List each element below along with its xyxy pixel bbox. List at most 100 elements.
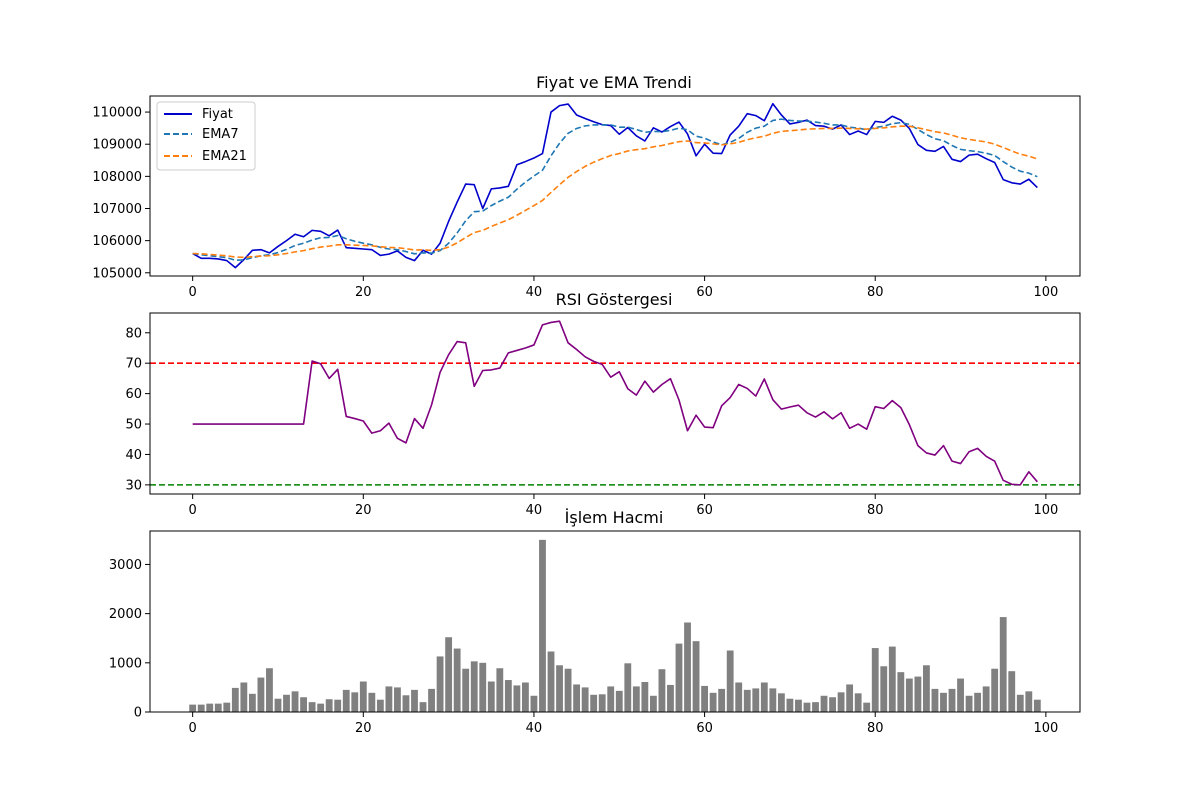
price-marks xyxy=(192,102,1038,269)
rsi-plot-area: 0 20 40 60 80 100 30 40 50 60 70 80 xyxy=(125,320,1080,518)
volume-bar xyxy=(726,650,734,712)
rsi-x-tick-label: 60 xyxy=(696,503,713,518)
volume-bar xyxy=(871,648,879,712)
volume-bar xyxy=(1025,691,1033,712)
volume-bar xyxy=(829,697,836,712)
volume-bar xyxy=(709,692,717,712)
volume-bar xyxy=(530,695,538,712)
volume-bar xyxy=(223,702,231,712)
price-chart-title: Fiyat ve EMA Trendi xyxy=(536,73,692,92)
volume-bar xyxy=(786,698,794,712)
volume-bar xyxy=(1033,699,1041,712)
volume-bar xyxy=(274,698,282,712)
volume-bar xyxy=(940,692,947,712)
rsi-x-tick-label: 80 xyxy=(867,503,884,518)
volume-bar xyxy=(240,682,248,712)
rsi-marks xyxy=(150,320,1080,486)
volume-bar xyxy=(880,666,888,712)
price-y-tick-label: 108000 xyxy=(92,170,142,185)
volume-bar xyxy=(632,686,640,712)
volume-bar xyxy=(581,687,589,712)
volume-bar xyxy=(914,676,922,712)
rsi-x-tick-label: 20 xyxy=(355,503,372,518)
volume-y-tick-label: 2000 xyxy=(109,607,142,622)
volume-axes-frame xyxy=(149,530,1081,713)
price-line-fiyat xyxy=(192,102,1038,269)
volume-bar xyxy=(231,687,239,712)
volume-bar xyxy=(718,688,726,712)
volume-bar xyxy=(189,704,197,712)
volume-bar xyxy=(197,704,205,712)
volume-bar xyxy=(684,622,691,712)
volume-bar xyxy=(649,695,657,712)
volume-bar xyxy=(496,668,504,712)
volume-bar xyxy=(376,699,384,712)
volume-bar xyxy=(214,703,222,712)
volume-bar xyxy=(539,539,546,712)
volume-bar xyxy=(266,668,273,712)
rsi-y-tick-label: 30 xyxy=(125,478,142,493)
volume-bar xyxy=(795,699,802,712)
volume-bar xyxy=(701,685,708,712)
price-x-tick-label: 20 xyxy=(355,285,372,300)
volume-bar xyxy=(402,695,410,712)
volume-bar xyxy=(999,617,1007,712)
volume-bar xyxy=(957,678,964,712)
volume-bar xyxy=(777,693,785,712)
volume-chart-title: İşlem Hacmi xyxy=(565,508,664,527)
volume-x-tick-label: 100 xyxy=(1033,721,1058,736)
volume-bar xyxy=(692,641,700,712)
volume-bar xyxy=(812,702,819,712)
price-ema-chart: Fiyat ve EMA Trendi 0 20 40 60 80 100 105000 10… xyxy=(92,73,1081,300)
volume-bar xyxy=(624,663,632,712)
legend-label-ema7: EMA7 xyxy=(202,127,239,142)
price-x-tick-label: 80 xyxy=(867,285,884,300)
rsi-line-series-0 xyxy=(192,320,1038,486)
volume-bar xyxy=(846,684,854,712)
volume-bar xyxy=(854,693,862,712)
price-legend: Fiyat EMA7 EMA21 xyxy=(156,101,256,171)
price-y-tick-label: 107000 xyxy=(92,202,142,217)
price-line-ema7 xyxy=(192,118,1038,262)
volume-bar xyxy=(743,689,751,712)
rsi-x-tick-label: 40 xyxy=(526,503,543,518)
rsi-chart: RSI Göstergesi 0 20 40 60 80 100 30 40 50 60 70 80 xyxy=(125,290,1081,518)
volume-bar xyxy=(479,662,487,712)
volume-bar xyxy=(931,688,939,712)
volume-bar xyxy=(905,678,913,712)
volume-y-tick-label: 1000 xyxy=(109,656,142,671)
volume-bar xyxy=(504,680,512,712)
volume-bar xyxy=(615,690,623,712)
volume-x-tick-label: 80 xyxy=(867,721,884,736)
rsi-y-tick-label: 60 xyxy=(125,387,142,402)
volume-bar xyxy=(991,668,999,712)
legend-frame xyxy=(156,101,256,171)
price-y-tick-label: 110000 xyxy=(92,106,142,121)
rsi-y-tick-label: 80 xyxy=(125,326,142,341)
price-x-tick-label: 0 xyxy=(189,285,197,300)
volume-bar xyxy=(522,682,529,712)
volume-bar xyxy=(948,688,956,712)
volume-bar xyxy=(291,691,299,712)
volume-bar xyxy=(411,689,418,712)
volume-bar xyxy=(428,688,435,712)
volume-y-tick-label: 3000 xyxy=(109,558,142,573)
volume-x-tick-label: 0 xyxy=(189,721,197,736)
volume-x-tick-label: 20 xyxy=(355,721,372,736)
volume-bar xyxy=(590,694,598,712)
volume-bar xyxy=(334,699,342,712)
volume-bar xyxy=(359,681,367,712)
volume-bar xyxy=(1016,694,1024,712)
volume-bar xyxy=(769,688,777,712)
rsi-chart-title: RSI Göstergesi xyxy=(556,290,673,309)
price-x-tick-label: 60 xyxy=(696,285,713,300)
volume-bar xyxy=(257,677,265,712)
volume-bar xyxy=(974,692,982,712)
rsi-y-tick-label: 50 xyxy=(125,418,142,433)
volume-bar xyxy=(598,694,606,712)
volume-bar xyxy=(863,702,871,712)
price-x-tick-label: 40 xyxy=(526,285,543,300)
legend-label-fiyat: Fiyat xyxy=(202,107,233,122)
